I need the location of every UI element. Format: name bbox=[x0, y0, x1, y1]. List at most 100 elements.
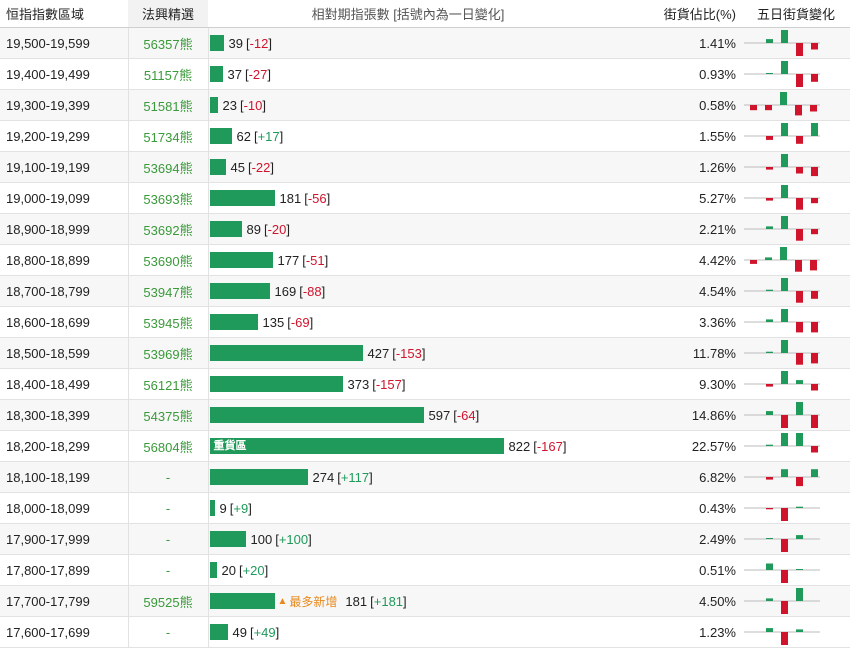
oi-change: [-167] bbox=[533, 438, 567, 454]
sparkline-bar bbox=[781, 632, 788, 645]
warrant-link[interactable]: 53690熊 bbox=[127, 244, 209, 276]
warrant-link: - bbox=[127, 523, 209, 555]
oi-bar bbox=[209, 314, 258, 330]
sparkline-bar bbox=[811, 353, 818, 364]
sparkline-bar bbox=[780, 247, 787, 260]
warrant-link[interactable]: 53694熊 bbox=[127, 151, 209, 183]
oi-change-value: -12 bbox=[249, 35, 269, 51]
oi-bar bbox=[209, 66, 223, 82]
pct-cell: 2.21% bbox=[608, 213, 742, 245]
sparkline-bar bbox=[796, 588, 803, 601]
pct-cell: 4.50% bbox=[608, 585, 742, 617]
sparkline-bar bbox=[766, 384, 773, 387]
warrant-link[interactable]: 54375熊 bbox=[127, 399, 209, 431]
oi-bar bbox=[209, 221, 242, 237]
warrant-link[interactable]: 59525熊 bbox=[127, 585, 209, 617]
pct-cell: 0.58% bbox=[608, 89, 742, 121]
range-cell: 19,200-19,299 bbox=[0, 120, 128, 152]
sparkline-bar bbox=[765, 257, 772, 260]
range-cell: 19,100-19,199 bbox=[0, 151, 128, 183]
header-trend[interactable]: 五日街貨變化 bbox=[742, 0, 850, 28]
header-warrant[interactable]: 法興精選 bbox=[128, 0, 208, 28]
oi-value: 373 bbox=[347, 376, 370, 392]
five-day-sparkline bbox=[742, 151, 850, 183]
five-day-sparkline bbox=[742, 337, 850, 369]
oi-change-value: -27 bbox=[248, 66, 268, 82]
warrant-link[interactable]: 53945熊 bbox=[127, 306, 209, 338]
sparkline-bar bbox=[796, 167, 803, 174]
sparkline-bar bbox=[795, 260, 802, 272]
most-added-tag: ▲ 最多新增 bbox=[278, 593, 338, 610]
sparkline-bar bbox=[766, 39, 773, 43]
range-cell: 18,200-18,299 bbox=[0, 430, 128, 462]
warrant-link[interactable]: 56121熊 bbox=[127, 368, 209, 400]
sparkline-bar bbox=[811, 469, 818, 477]
sparkline-bar bbox=[766, 73, 773, 74]
sparkline-bar bbox=[796, 291, 803, 303]
warrant-link[interactable]: 56357熊 bbox=[127, 27, 209, 59]
sparkline-bar bbox=[781, 371, 788, 384]
oi-change: [+9] bbox=[229, 500, 252, 516]
oi-value: 20 bbox=[221, 562, 236, 578]
table-row: 17,700-17,799 59525熊 ▲ 最多新增 181 [+181] 4.50% bbox=[0, 585, 850, 617]
oi-bar bbox=[209, 190, 275, 206]
five-day-sparkline bbox=[742, 306, 850, 338]
heavy-zone-label: 重貨區 bbox=[213, 440, 247, 452]
pct-cell: 1.23% bbox=[608, 616, 742, 648]
header-pct[interactable]: 街貨佔比(%) bbox=[608, 0, 742, 28]
oi-change: [-88] bbox=[299, 283, 326, 299]
oi-value: 181 bbox=[345, 593, 368, 609]
sparkline-bar bbox=[796, 198, 803, 210]
warrant-link[interactable]: 53692熊 bbox=[127, 213, 209, 245]
sparkline-bar bbox=[781, 216, 788, 229]
header-range[interactable]: 恒指指數區域 bbox=[0, 0, 128, 28]
table-row: 18,600-18,699 53945熊 135 [-69] 3.36% bbox=[0, 306, 850, 338]
warrant-link[interactable]: 53693熊 bbox=[127, 182, 209, 214]
warrant-link[interactable]: 51157熊 bbox=[127, 58, 209, 90]
sparkline-bar bbox=[796, 74, 803, 87]
warrant-link[interactable]: 56804熊 bbox=[127, 430, 209, 462]
warrant-link: - bbox=[127, 461, 209, 493]
range-cell: 17,800-17,899 bbox=[0, 554, 128, 586]
pct-cell: 0.51% bbox=[608, 554, 742, 586]
oi-change-value: -51 bbox=[305, 252, 325, 268]
oi-change-value: -157 bbox=[375, 376, 402, 392]
header-oi[interactable]: 相對期指張數 [括號內為一日變化] bbox=[208, 0, 608, 28]
pct-cell: 22.57% bbox=[608, 430, 742, 462]
pct-cell: 14.86% bbox=[608, 399, 742, 431]
sparkline-bar bbox=[811, 123, 818, 136]
sparkline-bar bbox=[795, 105, 802, 116]
oi-change-value: -20 bbox=[267, 221, 287, 237]
pct-cell: 4.42% bbox=[608, 244, 742, 276]
five-day-sparkline bbox=[742, 275, 850, 307]
sparkline-bar bbox=[796, 477, 803, 487]
triangle-up-icon: ▲ bbox=[277, 595, 288, 607]
pct-cell: 9.30% bbox=[608, 368, 742, 400]
oi-cell: 20 [+20] bbox=[208, 554, 608, 586]
oi-cell: 181 [-56] bbox=[208, 182, 608, 214]
sparkline-bar bbox=[766, 167, 773, 170]
oi-change-value: -153 bbox=[395, 345, 422, 361]
sparkline-bar bbox=[766, 563, 773, 570]
oi-change: [+181] bbox=[370, 593, 407, 609]
sparkline-bar bbox=[811, 384, 818, 391]
oi-change-value: -167 bbox=[536, 438, 563, 454]
range-cell: 18,800-18,899 bbox=[0, 244, 128, 276]
pct-cell: 0.93% bbox=[608, 58, 742, 90]
range-cell: 18,400-18,499 bbox=[0, 368, 128, 400]
five-day-sparkline bbox=[742, 368, 850, 400]
warrant-link[interactable]: 53947熊 bbox=[127, 275, 209, 307]
oi-bar bbox=[209, 283, 270, 299]
oi-cell: 62 [+17] bbox=[208, 120, 608, 152]
oi-change: [-51] bbox=[302, 252, 329, 268]
table-row: 18,800-18,899 53690熊 177 [-51] 4.42% bbox=[0, 244, 850, 276]
warrant-link[interactable]: 51581熊 bbox=[127, 89, 209, 121]
warrant-link: - bbox=[127, 616, 209, 648]
range-cell: 18,700-18,799 bbox=[0, 275, 128, 307]
warrant-link[interactable]: 51734熊 bbox=[127, 120, 209, 152]
sparkline-bar bbox=[781, 469, 788, 477]
oi-bar bbox=[209, 128, 232, 144]
warrant-link[interactable]: 53969熊 bbox=[127, 337, 209, 369]
oi-change: [-157] bbox=[372, 376, 406, 392]
range-cell: 18,900-18,999 bbox=[0, 213, 128, 245]
